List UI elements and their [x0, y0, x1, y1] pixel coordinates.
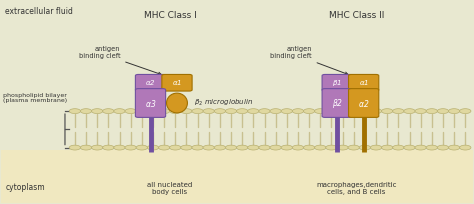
Circle shape: [69, 109, 81, 114]
Circle shape: [225, 109, 237, 114]
Circle shape: [392, 145, 404, 150]
Circle shape: [136, 109, 147, 114]
Circle shape: [292, 145, 304, 150]
Circle shape: [69, 145, 81, 150]
Text: $\beta_2$ microglobulin: $\beta_2$ microglobulin: [194, 98, 253, 108]
Circle shape: [158, 109, 170, 114]
Circle shape: [315, 109, 326, 114]
Circle shape: [460, 109, 471, 114]
Circle shape: [81, 145, 92, 150]
FancyBboxPatch shape: [136, 89, 165, 117]
Circle shape: [370, 145, 382, 150]
Circle shape: [426, 145, 438, 150]
Text: macrophages,dendritic
cells, and B cells: macrophages,dendritic cells, and B cells: [316, 182, 397, 195]
Circle shape: [359, 109, 371, 114]
Circle shape: [103, 109, 114, 114]
Circle shape: [237, 109, 248, 114]
Text: $\alpha$1: $\alpha$1: [172, 78, 182, 87]
FancyBboxPatch shape: [136, 74, 165, 91]
Circle shape: [125, 109, 137, 114]
Circle shape: [114, 145, 125, 150]
Circle shape: [448, 109, 460, 114]
Text: MHC Class II: MHC Class II: [329, 11, 384, 20]
Circle shape: [192, 145, 203, 150]
Circle shape: [382, 145, 393, 150]
Circle shape: [114, 109, 125, 114]
Circle shape: [404, 145, 415, 150]
Circle shape: [326, 145, 337, 150]
Circle shape: [270, 109, 282, 114]
Circle shape: [303, 145, 315, 150]
Text: $\alpha$2: $\alpha$2: [145, 78, 156, 87]
Circle shape: [81, 109, 92, 114]
Circle shape: [348, 109, 359, 114]
Text: MHC Class I: MHC Class I: [144, 11, 196, 20]
Circle shape: [303, 109, 315, 114]
Circle shape: [136, 145, 147, 150]
Text: extracellular fluid: extracellular fluid: [5, 7, 73, 16]
FancyBboxPatch shape: [322, 74, 352, 91]
Text: $\alpha$2: $\alpha$2: [358, 98, 369, 109]
Circle shape: [237, 145, 248, 150]
Circle shape: [203, 145, 214, 150]
Circle shape: [270, 145, 282, 150]
Text: antigen
binding cleft: antigen binding cleft: [79, 47, 161, 75]
FancyBboxPatch shape: [0, 150, 474, 203]
Circle shape: [125, 145, 137, 150]
Circle shape: [181, 109, 192, 114]
Text: $\beta$1: $\beta$1: [332, 78, 342, 88]
Circle shape: [359, 145, 371, 150]
FancyBboxPatch shape: [322, 89, 352, 117]
Circle shape: [147, 109, 159, 114]
Circle shape: [214, 109, 226, 114]
Circle shape: [248, 145, 259, 150]
Ellipse shape: [166, 93, 187, 113]
Text: antigen
binding cleft: antigen binding cleft: [270, 47, 348, 75]
Circle shape: [426, 109, 438, 114]
Circle shape: [281, 145, 292, 150]
Text: $\beta$2: $\beta$2: [332, 96, 343, 110]
Circle shape: [170, 145, 181, 150]
Circle shape: [91, 109, 103, 114]
Circle shape: [448, 145, 460, 150]
Circle shape: [438, 109, 448, 114]
Circle shape: [337, 109, 348, 114]
Circle shape: [370, 109, 382, 114]
Circle shape: [315, 145, 326, 150]
FancyBboxPatch shape: [348, 74, 379, 91]
Circle shape: [147, 145, 159, 150]
Circle shape: [248, 109, 259, 114]
Circle shape: [415, 145, 426, 150]
Circle shape: [214, 145, 226, 150]
Circle shape: [281, 109, 292, 114]
Circle shape: [259, 109, 270, 114]
Circle shape: [181, 145, 192, 150]
Text: $\alpha$1: $\alpha$1: [359, 78, 369, 87]
Circle shape: [460, 145, 471, 150]
Circle shape: [259, 145, 270, 150]
Circle shape: [337, 145, 348, 150]
Circle shape: [392, 109, 404, 114]
Circle shape: [91, 145, 103, 150]
Circle shape: [192, 109, 203, 114]
Circle shape: [348, 145, 359, 150]
Circle shape: [404, 109, 415, 114]
Text: cytoplasm: cytoplasm: [5, 183, 45, 192]
Circle shape: [170, 109, 181, 114]
Text: all nucleated
body cells: all nucleated body cells: [147, 182, 192, 195]
Circle shape: [203, 109, 214, 114]
Circle shape: [382, 109, 393, 114]
Circle shape: [225, 145, 237, 150]
Circle shape: [103, 145, 114, 150]
FancyBboxPatch shape: [348, 89, 379, 117]
Text: $\alpha$3: $\alpha$3: [145, 98, 156, 109]
Circle shape: [438, 145, 448, 150]
FancyBboxPatch shape: [162, 74, 192, 91]
Circle shape: [158, 145, 170, 150]
Circle shape: [415, 109, 426, 114]
Circle shape: [292, 109, 304, 114]
Text: phospholipid bilayer
(plasma membrane): phospholipid bilayer (plasma membrane): [2, 93, 67, 103]
Circle shape: [326, 109, 337, 114]
